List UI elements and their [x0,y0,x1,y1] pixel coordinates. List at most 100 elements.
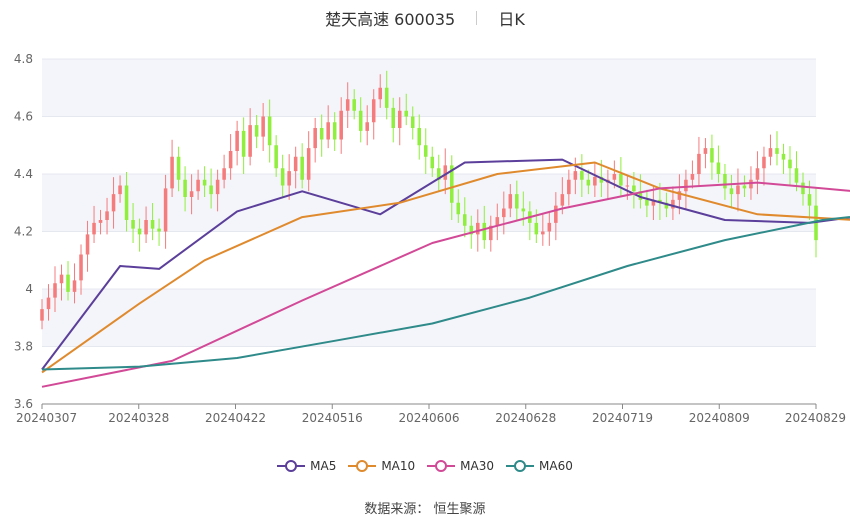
candle-body [619,174,623,186]
candle [209,168,213,209]
candle [697,136,701,186]
candle-body [573,171,578,180]
candle-body [59,274,64,284]
candle-body [495,217,500,226]
candle [619,157,623,197]
candle [378,74,382,108]
legend-label: MA5 [310,459,337,473]
legend-label: MA60 [539,459,573,473]
legend: MA5 MA10 MA30 MA60 [0,459,850,475]
candle [72,263,77,304]
candle-body [781,153,786,160]
candle [66,261,70,301]
x-tick-label: 20240719 [592,411,653,425]
legend-label: MA10 [381,459,416,473]
candle-body [625,185,630,187]
candle [189,174,194,215]
legend-marker-icon [348,460,377,472]
candle-body [443,165,448,180]
ma-lines [41,158,850,388]
candle-body [638,191,643,200]
candle-body [749,179,753,189]
x-axis: 20240307 20240328 20240422 20240516 20240606… [16,403,846,425]
candle-body [462,214,467,226]
candle-body [163,188,168,232]
candle-body [365,122,369,131]
candle-body [391,107,396,128]
candle [92,205,96,243]
candle [742,175,747,197]
candle-body [339,110,343,140]
candle-body [436,168,441,180]
candle-body [651,199,656,206]
candle [326,105,330,149]
candle-body [742,185,747,189]
candle-body [762,156,766,169]
x-tick-label: 20240606 [398,411,459,425]
candle [593,163,597,197]
legend-item-ma10[interactable]: MA10 [348,459,415,473]
candle [495,203,500,241]
candle-body [196,179,200,192]
candle [456,189,461,223]
legend-item-ma60[interactable]: MA60 [506,459,573,473]
candle [729,174,734,209]
candle-body [85,234,90,255]
candle-body [534,222,539,235]
candle-body [404,110,409,117]
candle [150,203,155,241]
candle-body [170,156,174,189]
candle-body [632,185,636,192]
plot-band [42,174,816,232]
candle [410,106,415,140]
candle [567,169,571,206]
candle-body [775,148,779,154]
candle-body [111,194,116,212]
candle-body [215,179,220,195]
candle [111,177,116,229]
candle-body [326,122,330,140]
candle [248,108,252,166]
candle [280,154,285,197]
candle [423,128,428,174]
candle-body [515,194,519,209]
candle [40,299,44,330]
candle [241,117,246,174]
candle-body [352,99,356,111]
candle-body [397,110,402,128]
candle-body [502,208,506,218]
candle [319,114,324,157]
candle [352,89,356,120]
candle [384,70,389,120]
y-tick-label: 3.6 [14,397,33,411]
candle [345,82,350,128]
legend-item-ma30[interactable]: MA30 [427,459,494,473]
legend-item-ma5[interactable]: MA5 [277,459,336,473]
candle-body [332,122,337,140]
candle [300,143,304,189]
candle-body [794,168,799,183]
candle [651,186,656,220]
candle [554,192,558,241]
candle-body [489,225,493,241]
candle [85,220,90,272]
candle-body [807,194,812,206]
candle-body [677,191,682,200]
period-tab[interactable]: 日K [498,10,525,29]
candle-body [241,130,246,157]
candle-body [137,228,142,235]
candle [235,120,239,166]
candle [684,169,688,209]
candle-body [248,125,252,157]
candle-body [547,222,552,232]
candle-body [554,205,558,223]
candle [358,97,363,143]
candle-body [586,179,591,186]
legend-marker-icon [427,460,456,472]
candle-body [66,274,70,292]
candle [157,218,161,246]
candle [736,168,740,212]
candle-body [105,211,109,220]
candle [781,143,786,174]
candle [391,97,396,143]
